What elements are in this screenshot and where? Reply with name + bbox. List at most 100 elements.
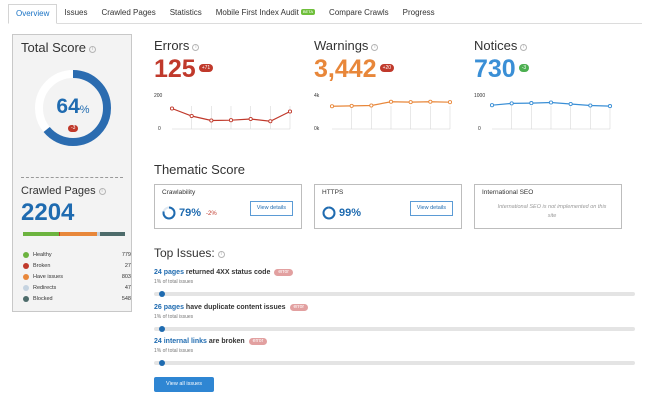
- sparkline-point[interactable]: [447, 100, 453, 105]
- issue-item: 26 pages have duplicate content issues er…: [154, 303, 635, 333]
- issue-share: 1% of total issues: [154, 348, 194, 354]
- sparkline-point[interactable]: [329, 104, 335, 109]
- sparkline-point[interactable]: [548, 100, 554, 105]
- issue-description: returned 4XX status code: [185, 269, 271, 276]
- bar-segment-healthy: [23, 232, 60, 236]
- sparkline-point[interactable]: [268, 119, 273, 124]
- total-score-label: Total Score: [21, 40, 87, 55]
- view-all-issues-button[interactable]: View all issues: [154, 377, 214, 392]
- issue-progress-track: [154, 326, 635, 332]
- tab-label: Mobile First Index Audit: [215, 8, 299, 17]
- notices-value[interactable]: 730: [474, 55, 516, 83]
- issue-link[interactable]: 24 pages: [154, 269, 184, 276]
- notices-delta-badge: -3: [518, 64, 530, 72]
- legend-label: Redirects: [33, 284, 57, 291]
- sparkline-point[interactable]: [287, 109, 293, 114]
- info-icon[interactable]: i: [371, 44, 379, 51]
- info-icon[interactable]: i: [192, 44, 200, 51]
- tab-statistics[interactable]: Statistics: [163, 4, 209, 24]
- issue-link[interactable]: 26 pages: [154, 304, 184, 311]
- legend-dot: [23, 295, 29, 302]
- legend-label: Broken: [33, 262, 51, 269]
- tab-bar: Overview Issues Crawled Pages Statistics…: [8, 4, 642, 24]
- sparkline-point[interactable]: [349, 103, 354, 108]
- crawled-pages-title: Crawled Pages i: [21, 185, 106, 197]
- issue-item: 24 internal links are broken error 1% of …: [154, 337, 635, 367]
- international-seo-card: International SEO International SEO is n…: [474, 184, 622, 229]
- legend-row[interactable]: Broken 27: [23, 260, 131, 271]
- legend-value: 27: [124, 262, 131, 269]
- issue-progress-fill: [158, 291, 165, 297]
- legend-row[interactable]: Healthy 779: [23, 249, 131, 260]
- issue-progress-track: [154, 291, 635, 297]
- tab-overview[interactable]: Overview: [8, 4, 58, 24]
- sparkline-point[interactable]: [369, 103, 374, 108]
- warnings-title: Warnings i: [314, 38, 464, 53]
- score-number: 64: [56, 95, 80, 118]
- errors-delta-badge: +71: [198, 64, 214, 72]
- info-icon[interactable]: i: [89, 46, 97, 53]
- info-icon[interactable]: i: [217, 251, 225, 258]
- warnings-value[interactable]: 3,442: [314, 55, 377, 83]
- top-issues-title: Top Issues: i: [154, 246, 225, 260]
- https-ring: [322, 206, 336, 220]
- tab-crawled-pages[interactable]: Crawled Pages: [94, 4, 162, 24]
- crawled-pages-value[interactable]: 2204: [21, 199, 75, 226]
- warnings-label: Warnings: [314, 38, 369, 53]
- legend-row[interactable]: Have issues 803: [23, 271, 131, 282]
- legend-value: 803: [121, 273, 131, 280]
- sparkline-point[interactable]: [228, 118, 234, 123]
- errors-value[interactable]: 125: [154, 55, 196, 83]
- sparkline-point[interactable]: [388, 99, 394, 104]
- tab-mobile-first-index-audit[interactable]: Mobile First Index Audit BETA: [209, 4, 322, 24]
- issue-text: 24 pages returned 4XX status code error: [154, 268, 635, 278]
- warnings-y-bottom: 0k: [314, 126, 320, 132]
- tab-issues[interactable]: Issues: [57, 4, 94, 24]
- error-badge: error: [248, 338, 268, 345]
- error-badge: error: [274, 269, 293, 276]
- sparkline-point[interactable]: [509, 101, 514, 106]
- legend-row[interactable]: Redirects 47: [23, 282, 131, 293]
- info-icon[interactable]: i: [520, 44, 528, 51]
- sparkline-point[interactable]: [209, 118, 214, 123]
- legend-value: 779: [121, 251, 131, 258]
- bar-segment-blocked: [99, 232, 125, 236]
- international-seo-name: International SEO: [482, 189, 534, 196]
- errors-y-top: 200: [154, 93, 163, 99]
- tab-progress[interactable]: Progress: [396, 4, 442, 24]
- tab-label: Crawled Pages: [101, 8, 156, 17]
- sparkline-point[interactable]: [489, 103, 495, 108]
- sparkline-point[interactable]: [408, 100, 413, 105]
- errors-widget: Errors i 125 +71 200 0: [154, 38, 304, 138]
- warnings-widget: Warnings i 3,442 +20 4k 0k: [314, 38, 464, 138]
- issue-progress-track: [154, 360, 635, 366]
- errors-title: Errors i: [154, 38, 304, 53]
- total-score-value: 64%: [33, 95, 113, 119]
- legend-dot: [23, 262, 29, 269]
- sparkline-point[interactable]: [169, 106, 175, 111]
- legend-row[interactable]: Blocked 548: [23, 293, 131, 304]
- legend-label: Have issues: [33, 273, 63, 280]
- issue-text: 24 internal links are broken error: [154, 337, 635, 347]
- bar-segment-broken: [59, 232, 61, 236]
- crawled-pages-bar: [23, 232, 125, 236]
- sparkline-point[interactable]: [428, 99, 433, 104]
- tab-compare-crawls[interactable]: Compare Crawls: [322, 4, 396, 24]
- crawlability-name: Crawlability: [162, 189, 196, 196]
- issue-progress-fill: [158, 326, 165, 332]
- sparkline-point[interactable]: [588, 103, 593, 108]
- sparkline-point[interactable]: [607, 104, 613, 109]
- crawlability-view-details-button[interactable]: View details: [249, 201, 293, 216]
- total-score-title: Total Score i: [21, 40, 97, 55]
- sparkline-point[interactable]: [189, 113, 194, 119]
- warnings-sparkline: [329, 99, 453, 130]
- sparkline-point[interactable]: [248, 116, 253, 122]
- thematic-score-title: Thematic Score: [154, 162, 246, 177]
- legend-dot: [23, 284, 29, 291]
- beta-badge: BETA: [300, 9, 316, 15]
- sparkline-point[interactable]: [529, 101, 534, 106]
- info-icon[interactable]: i: [98, 188, 106, 195]
- issue-link[interactable]: 24 internal links: [154, 338, 207, 345]
- https-view-details-button[interactable]: View details: [409, 201, 453, 216]
- sparkline-point[interactable]: [568, 101, 573, 107]
